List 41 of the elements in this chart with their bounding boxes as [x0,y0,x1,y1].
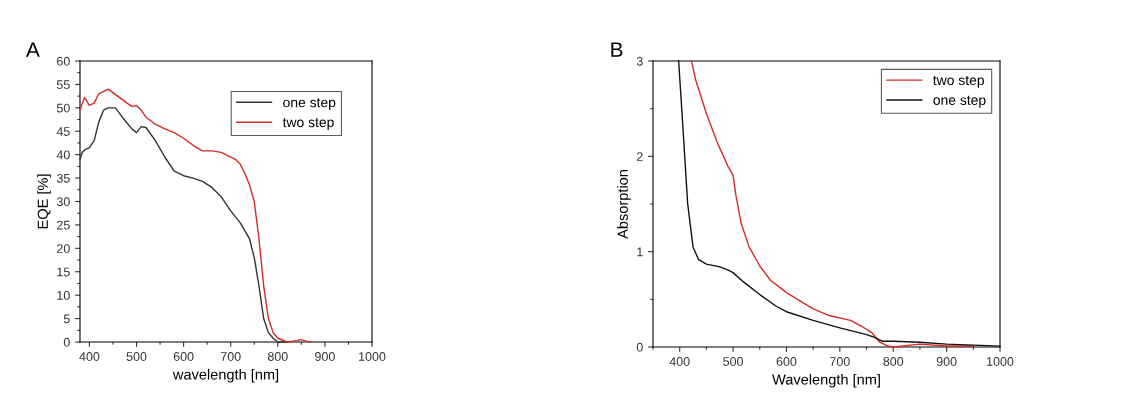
text: A [26,42,40,57]
x-tick-label: 700 [220,352,241,361]
x-tick-label: 900 [936,357,957,366]
y-tick-label: 40 [56,150,70,160]
y-tick-label: 45 [56,127,70,136]
y-tick-label: 0 [636,342,643,352]
y-tick-label: 15 [57,267,70,277]
x-tick-label: 700 [830,357,850,366]
y-axis-title: EQE [%] [37,174,51,229]
y-tick-label: 5 [63,314,70,324]
x-tick-label: 1000 [359,352,386,361]
y-axis-title: Absorption [617,170,631,239]
legend-label: two step [933,75,984,88]
legend-label: two step [282,118,334,130]
x-tick-label: 500 [723,357,744,366]
x-tick-label: 800 [883,357,904,366]
y-tick-label: 10 [57,290,70,300]
text: B [611,42,623,57]
y-tick-label: 50 [56,103,70,113]
x-tick-label: 400 [79,352,100,361]
y-tick-label: 35 [56,173,70,183]
x-axis-title: wavelength [nm] [172,368,279,383]
legend-label: one step [933,95,986,108]
y-tick-label: 55 [56,80,70,90]
y-tick-label: 1 [637,247,643,257]
y-tick-label: 2 [636,152,643,161]
legend-label: one step [283,98,336,111]
y-tick-label: 30 [56,197,70,207]
x-tick-label: 900 [315,352,335,361]
x-tick-label: 600 [776,357,797,366]
x-tick-label: 500 [126,352,147,361]
y-tick-label: 20 [57,244,70,253]
x-tick-label: 1000 [987,357,1014,366]
x-tick-label: 400 [669,357,690,366]
y-tick-label: 0 [63,337,70,347]
x-tick-label: 800 [267,352,288,361]
y-tick-label: 25 [57,220,70,230]
x-tick-label: 600 [173,352,194,361]
x-axis-title: Wavelength [nm] [772,373,880,388]
y-tick-label: 60 [57,56,70,66]
y-tick-label: 3 [636,56,643,66]
